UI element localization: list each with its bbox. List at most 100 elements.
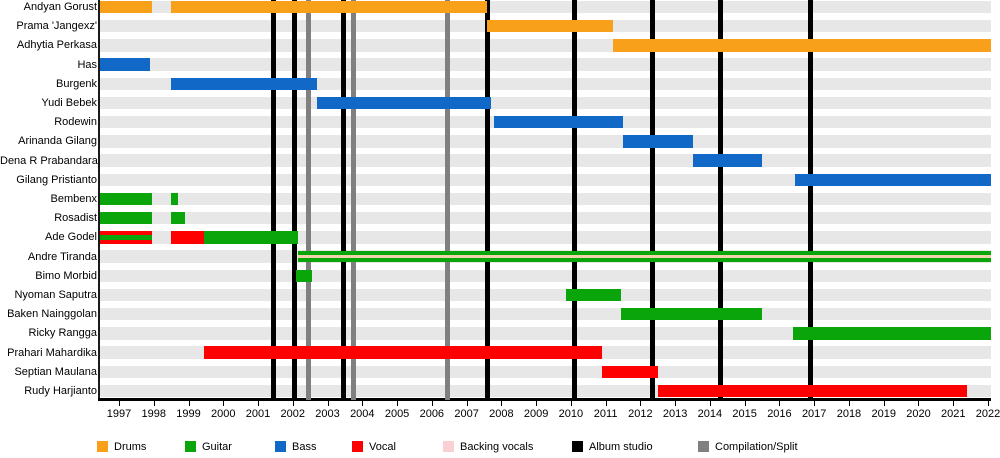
row-background-band (99, 58, 992, 71)
segment-guitar (99, 192, 152, 206)
row-background-band (99, 288, 992, 302)
x-axis-tick-label: 2017 (801, 408, 827, 420)
x-axis-tick-label: 2008 (489, 408, 514, 420)
member-label: Dena R Prabandara (0, 154, 98, 167)
segment-guitar (565, 288, 622, 302)
x-axis-tick-label: 2007 (454, 408, 479, 420)
member-label: Bimo Morbid (35, 269, 97, 282)
member-label: Adhytia Perkasa (16, 39, 97, 52)
x-axis-tick (709, 400, 711, 406)
album-studio-line (292, 0, 298, 400)
x-axis-tick (918, 400, 920, 406)
legend-label: Guitar (202, 441, 232, 453)
x-axis-tick-label: 1999 (176, 408, 201, 420)
album-studio-line (808, 0, 814, 400)
x-axis-tick-label: 2001 (245, 408, 271, 420)
role-substripe (298, 258, 992, 263)
segment-guitar (621, 307, 763, 321)
x-axis-tick-label: 2016 (767, 408, 792, 420)
legend-label: Backing vocals (460, 441, 534, 453)
segment-drums (612, 39, 992, 52)
x-axis-tick (188, 400, 190, 406)
segment-guitar_backing (298, 251, 992, 263)
x-axis-tick (153, 400, 155, 406)
segment-vocal (602, 365, 658, 379)
legend-swatch-guitar (185, 441, 196, 452)
x-axis-tick (814, 400, 816, 406)
x-axis-tick (223, 400, 225, 406)
compilation-split-line (444, 0, 450, 400)
segment-vocal_guitar (99, 231, 152, 244)
x-axis-tick (640, 400, 642, 406)
segment-drums (99, 0, 152, 14)
x-axis-tick (744, 400, 746, 406)
x-axis-tick (397, 400, 399, 406)
x-axis-tick-label: 2022 (975, 408, 1000, 420)
x-axis-tick-label: 2010 (558, 408, 584, 420)
x-axis-tick-label: 2009 (523, 408, 549, 420)
compilation-split-line (351, 0, 357, 400)
segment-guitar (296, 269, 312, 283)
member-label: Rodewin (54, 116, 97, 129)
row-background-band (99, 96, 992, 110)
x-axis-tick (536, 400, 538, 406)
member-label: Andyan Gorust (23, 1, 97, 13)
segment-vocal (657, 384, 968, 398)
row-background-band (99, 365, 992, 379)
legend-label: Vocal (369, 441, 396, 453)
row-background-band (99, 327, 992, 340)
row-background-band (99, 173, 992, 187)
segment-bass (317, 96, 491, 110)
segment-drums (487, 19, 613, 33)
role-substripe (298, 251, 992, 256)
row-background-band (99, 231, 992, 244)
legend-label: Bass (292, 441, 317, 453)
member-label: Baken Nainggolan (7, 308, 97, 321)
album-studio-line (717, 0, 723, 400)
x-axis-tick-label: 2013 (662, 408, 688, 420)
plot-bottom-border (98, 398, 992, 401)
legend-swatch-bass (275, 441, 286, 452)
album-studio-line (484, 0, 490, 400)
role-substripe (99, 231, 152, 236)
x-axis-tick (466, 400, 468, 406)
member-label: Prama 'Jangexz' (16, 20, 97, 33)
x-axis-tick (362, 400, 364, 406)
x-axis-tick-label: 2018 (836, 408, 862, 420)
album-studio-line (340, 0, 346, 400)
segment-guitar (99, 211, 152, 225)
x-axis-tick (605, 400, 607, 406)
legend-label: Drums (114, 441, 147, 453)
member-label: Burgenk (56, 77, 97, 90)
x-axis-tick (883, 400, 885, 406)
x-axis-tick-label: 1998 (141, 408, 166, 420)
row-background-band (99, 307, 992, 321)
member-label: Ricky Rangga (28, 327, 97, 340)
x-axis-tick (570, 400, 572, 406)
compilation-split-line (305, 0, 311, 400)
segment-bass (692, 154, 763, 167)
segment-bass (99, 58, 151, 71)
segment-vocal (171, 231, 205, 244)
legend-swatch-album_studio (572, 441, 583, 452)
x-axis-tick (988, 400, 989, 406)
legend-swatch-vocal (352, 441, 363, 452)
x-axis-tick-label: 1997 (106, 408, 132, 420)
x-axis-tick-label: 2021 (940, 408, 966, 420)
x-axis-tick (119, 400, 120, 406)
legend: Drums Guitar Bass Vocal Backing vocals Album … (0, 438, 1000, 458)
x-axis-tick-label: 2003 (315, 408, 340, 420)
x-axis-tick (675, 400, 677, 406)
role-substripe (298, 255, 992, 259)
role-substripe (99, 235, 152, 240)
row-background-band (99, 154, 992, 167)
segment-guitar (793, 327, 992, 340)
legend-swatch-backing_vocals (443, 441, 454, 452)
legend-label: Album studio (589, 441, 653, 453)
segment-guitar (171, 192, 179, 206)
album-studio-line (650, 0, 656, 400)
row-background-band (99, 192, 992, 206)
x-axis-tick-label: 2005 (384, 408, 410, 420)
x-axis-tick (501, 400, 503, 406)
segment-drums (171, 0, 488, 14)
